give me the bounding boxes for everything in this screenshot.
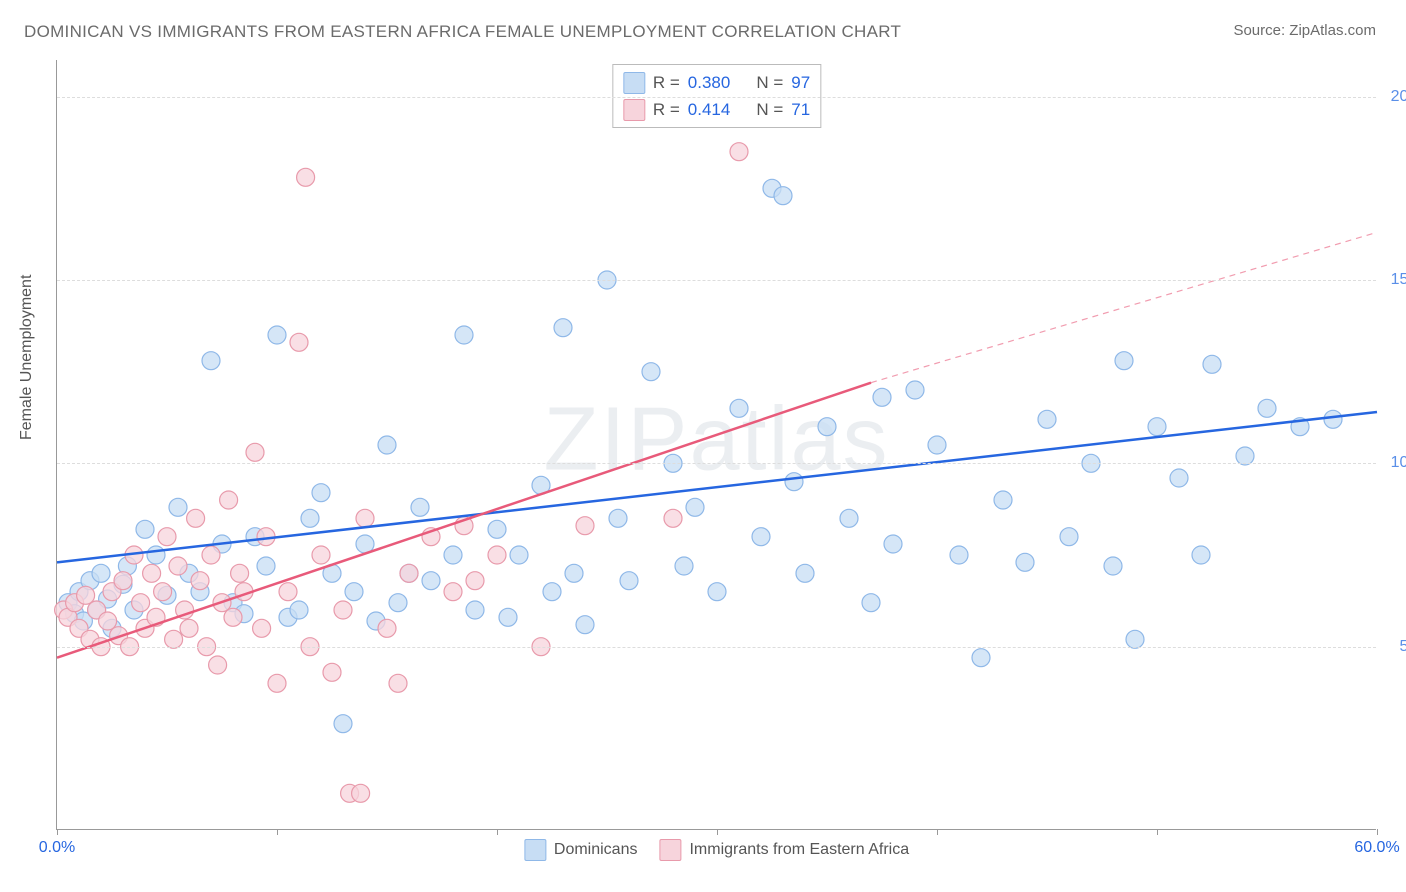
- plot-area: ZIPatlas R = 0.380 N = 97 R = 0.414 N = …: [56, 60, 1376, 830]
- n-value-series2: 71: [791, 96, 810, 123]
- swatch-series2-bottom: [659, 839, 681, 861]
- stats-row-series2: R = 0.414 N = 71: [623, 96, 810, 123]
- bottom-legend: Dominicans Immigrants from Eastern Afric…: [524, 839, 909, 861]
- r-label: R =: [653, 69, 680, 96]
- legend-item-series1: Dominicans: [524, 839, 638, 861]
- r-label-2: R =: [653, 96, 680, 123]
- swatch-series1: [623, 72, 645, 94]
- y-axis-label: Female Unemployment: [18, 275, 36, 440]
- n-value-series1: 97: [791, 69, 810, 96]
- legend-label-series1: Dominicans: [554, 841, 638, 859]
- n-label: N =: [756, 69, 783, 96]
- r-value-series2: 0.414: [688, 96, 731, 123]
- n-label-2: N =: [756, 96, 783, 123]
- swatch-series2: [623, 99, 645, 121]
- chart-container: DOMINICAN VS IMMIGRANTS FROM EASTERN AFR…: [0, 0, 1406, 892]
- swatch-series1-bottom: [524, 839, 546, 861]
- source-label: Source: ZipAtlas.com: [1233, 22, 1376, 39]
- chart-title: DOMINICAN VS IMMIGRANTS FROM EASTERN AFR…: [24, 22, 901, 42]
- scatter-plot-svg: [57, 60, 1376, 829]
- legend-label-series2: Immigrants from Eastern Africa: [689, 841, 909, 859]
- legend-item-series2: Immigrants from Eastern Africa: [659, 839, 909, 861]
- r-value-series1: 0.380: [688, 69, 731, 96]
- stats-row-series1: R = 0.380 N = 97: [623, 69, 810, 96]
